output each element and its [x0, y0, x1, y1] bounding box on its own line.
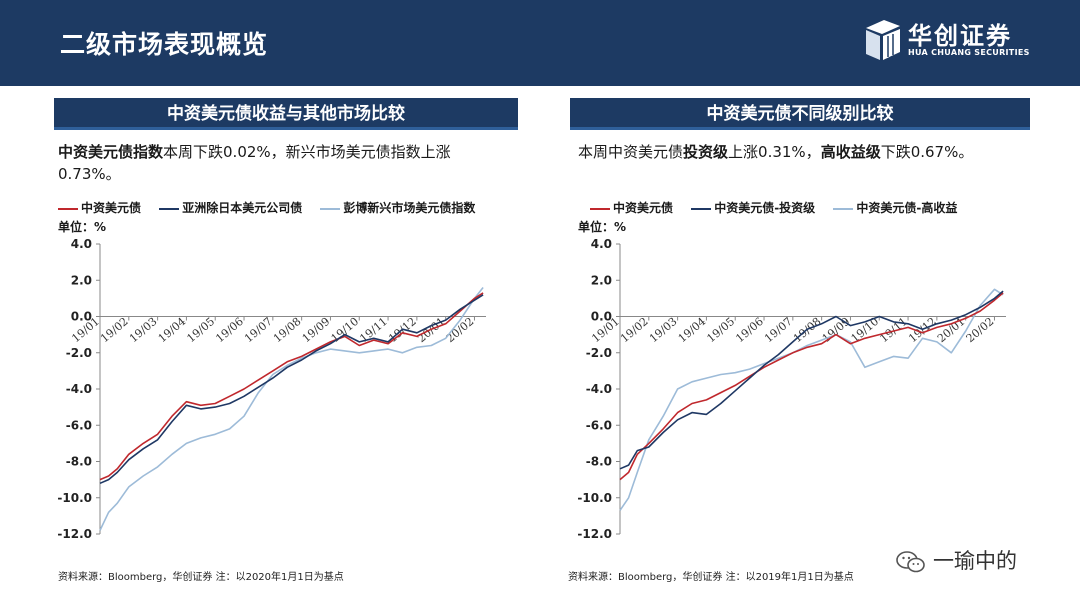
- legend-item: 中资美元债-高收益: [833, 199, 957, 216]
- legend-label: 中资美元债-投资级: [714, 201, 816, 215]
- legend-label: 彭博新兴市场美元债指数: [343, 201, 476, 215]
- x-tick-label: 19/02: [618, 315, 651, 345]
- logo-name-cn: 华创证券: [908, 22, 1012, 50]
- x-tick-label: 19/06: [733, 315, 766, 345]
- x-tick-label: 19/08: [271, 315, 304, 345]
- legend-item: 中资美元债: [58, 199, 141, 216]
- legend-swatch: [58, 207, 78, 210]
- y-tick-label: -6.0: [66, 418, 92, 432]
- left-source-note: 资料来源：Bloomberg，华创证券 注：以2020年1月1日为基点: [58, 572, 344, 583]
- legend-item: 亚洲除日本美元公司债: [159, 199, 302, 216]
- y-tick-label: -10.0: [577, 491, 612, 505]
- header-bar: 二级市场表现概览 华创证券 HUA CHUANG SECURITIES: [0, 0, 1080, 86]
- company-logo: 华创证券 HUA CHUANG SECURITIES: [862, 16, 1062, 68]
- series-line: [99, 287, 484, 531]
- right-unit-label: 单位：%: [578, 220, 627, 234]
- series-line: [619, 288, 1004, 511]
- right-desc-part: 本周中资美元债: [578, 143, 684, 161]
- watermark-text: 一瑜中的: [933, 549, 1017, 573]
- y-tick-label: -8.0: [66, 455, 92, 469]
- y-tick-label: -10.0: [57, 491, 92, 505]
- legend-label: 亚洲除日本美元公司债: [182, 201, 303, 215]
- x-tick-label: 19/11: [877, 315, 910, 345]
- series-line: [99, 292, 484, 481]
- right-desc-bold: 投资级: [683, 143, 729, 161]
- page-title: 二级市场表现概览: [60, 30, 269, 59]
- x-tick-label: 19/07: [762, 315, 795, 345]
- watermark: 一瑜中的: [895, 545, 1017, 575]
- right-desc-part: 上涨0.31%，: [728, 143, 821, 161]
- right-desc-part: 下跌0.67%。: [880, 143, 974, 161]
- x-tick-label: 20/02: [964, 315, 997, 345]
- x-tick-label: 19/07: [242, 315, 275, 345]
- x-tick-label: 19/04: [156, 315, 189, 345]
- legend-swatch: [590, 207, 610, 210]
- legend-label: 中资美元债-高收益: [856, 201, 958, 215]
- left-line-chart: 4.02.00.0-2.0-4.0-6.0-8.0-10.0-12.019/01…: [57, 237, 486, 541]
- legend-item: 彭博新兴市场美元债指数: [320, 199, 475, 216]
- right-description: 本周中资美元债投资级上涨0.31%，高收益级下跌0.67%。: [578, 141, 1028, 163]
- legend-swatch: [320, 207, 341, 210]
- y-tick-label: -6.0: [586, 418, 612, 432]
- x-tick-label: 19/04: [676, 315, 709, 345]
- x-tick-label: 19/03: [647, 315, 680, 345]
- wechat-icon: [896, 551, 925, 573]
- x-tick-label: 19/06: [213, 315, 246, 345]
- legend-item: 中资美元债: [590, 199, 673, 216]
- y-tick-label: -2.0: [66, 346, 92, 360]
- x-tick-label: 19/02: [98, 315, 131, 345]
- y-tick-label: -8.0: [586, 455, 612, 469]
- series-line: [619, 292, 1004, 481]
- left-desc-bold: 中资美元债指数: [58, 143, 164, 161]
- legend-item: 中资美元债-投资级: [691, 199, 815, 216]
- x-tick-label: 19/10: [849, 315, 882, 345]
- y-tick-label: -12.0: [577, 527, 612, 541]
- right-legend: 中资美元债 中资美元债-投资级 中资美元债-高收益: [590, 199, 971, 217]
- y-tick-label: -2.0: [586, 346, 612, 360]
- legend-swatch: [691, 207, 712, 210]
- right-panel-title: 中资美元债不同级别比较: [570, 98, 1030, 130]
- legend-swatch: [833, 207, 854, 210]
- left-unit-label: 单位：%: [58, 220, 107, 234]
- left-legend: 中资美元债 亚洲除日本美元公司债 彭博新兴市场美元债指数: [58, 199, 489, 217]
- right-desc-bold: 高收益级: [820, 143, 881, 161]
- y-tick-label: 2.0: [591, 273, 612, 287]
- y-tick-label: -4.0: [66, 382, 92, 396]
- y-tick-label: -12.0: [57, 527, 92, 541]
- y-tick-label: 2.0: [71, 273, 92, 287]
- left-desc-rest: 本周下跌0.02%，新兴市场美元债指数上涨0.73%。: [58, 143, 451, 183]
- right-line-chart: 4.02.00.0-2.0-4.0-6.0-8.0-10.0-12.019/01…: [577, 237, 1006, 541]
- left-description: 中资美元债指数本周下跌0.02%，新兴市场美元债指数上涨0.73%。: [58, 141, 508, 185]
- logo-icon: [866, 20, 900, 60]
- series-line: [99, 294, 484, 485]
- legend-label: 中资美元债: [81, 201, 142, 215]
- x-tick-label: 19/05: [185, 315, 218, 345]
- right-source-note: 资料来源：Bloomberg，华创证券 注：以2019年1月1日为基点: [568, 572, 854, 583]
- x-tick-label: 19/05: [705, 315, 738, 345]
- y-tick-label: 0.0: [591, 310, 612, 324]
- y-tick-label: 4.0: [71, 237, 92, 251]
- left-panel-title: 中资美元债收益与其他市场比较: [54, 98, 518, 130]
- y-tick-label: 4.0: [591, 237, 612, 251]
- y-tick-label: -4.0: [586, 382, 612, 396]
- x-tick-label: 19/09: [300, 315, 333, 345]
- logo-name-en: HUA CHUANG SECURITIES: [908, 48, 1030, 57]
- y-tick-label: 0.0: [71, 310, 92, 324]
- legend-swatch: [159, 207, 180, 210]
- series-line: [619, 290, 1004, 470]
- x-tick-label: 19/03: [127, 315, 160, 345]
- legend-label: 中资美元债: [613, 201, 674, 215]
